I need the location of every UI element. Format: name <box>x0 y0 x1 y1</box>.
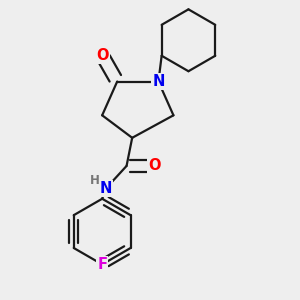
Text: F: F <box>97 257 107 272</box>
Text: N: N <box>152 74 165 89</box>
Text: N: N <box>100 181 112 196</box>
Text: H: H <box>90 174 100 188</box>
Text: O: O <box>96 48 108 63</box>
Text: O: O <box>148 158 161 173</box>
